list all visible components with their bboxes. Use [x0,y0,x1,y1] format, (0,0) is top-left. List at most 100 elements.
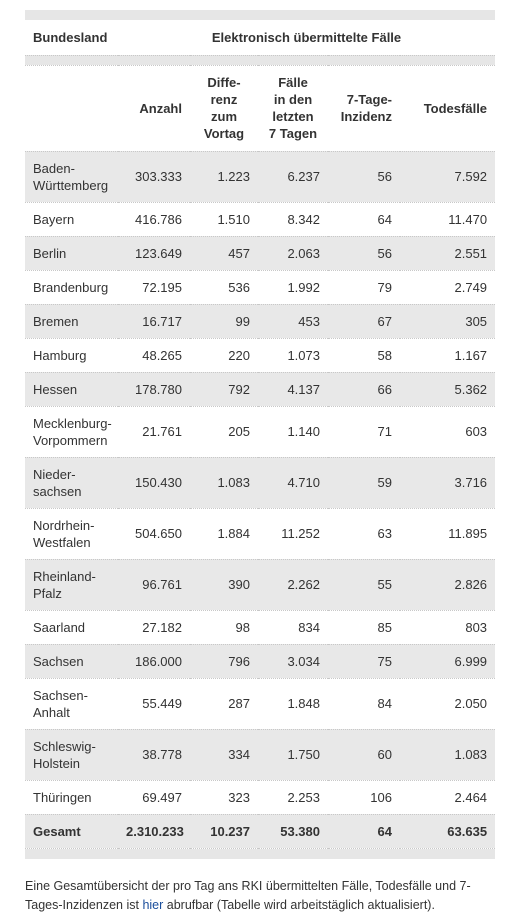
value-cell: 536 [190,270,258,305]
table-row: Gesamt 2.310.233 10.237 53.380 64 63.635 [25,814,496,849]
value-cell: 11.470 [400,202,496,237]
cell-line: Fälle [278,75,308,90]
name-cell: Hamburg [25,338,118,373]
cell-line: Nieder- [33,466,76,482]
name-cell: Thüringen [25,780,118,815]
value-cell: 63 [328,508,400,560]
value-cell: 56 [328,236,400,271]
cell-line: Westfalen [33,534,91,550]
cell-line: Bayern [33,211,75,227]
table-row: Brandenburg 72.195 536 1.992 79 2.749 [25,270,496,305]
table-row: Schleswig- Holstein 38.778 334 1.750 60 1.083 [25,729,496,781]
link[interactable]: hier [142,898,164,912]
value-cell: 2.464 [400,780,496,815]
value-cell: 55 [328,559,400,611]
value-cell: 58 [328,338,400,373]
value-cell: 323 [190,780,258,815]
cell-line: Vortag [203,126,245,141]
value-cell: 5.362 [400,372,496,407]
cell-line: Gesamt [33,823,81,839]
value-cell: 8.342 [258,202,328,237]
table-row: Thüringen 69.497 323 2.253 106 2.464 [25,780,496,815]
cell-line: Nordrhein- [33,517,95,533]
value-cell: 99 [190,304,258,339]
value-cell: 60 [328,729,400,781]
value-cell: 792 [190,372,258,407]
value-cell: 1.223 [190,151,258,203]
value-cell: 79 [328,270,400,305]
value-cell: 2.253 [258,780,328,815]
header-cell: Bundesland [25,20,118,56]
cell-line: Inzidenz [340,109,392,124]
column-header [25,65,118,152]
table-row: Sachsen 186.000 796 3.034 75 6.999 [25,644,496,679]
value-cell: 2.050 [400,678,496,730]
value-cell: 4.137 [258,372,328,407]
value-cell: 1.884 [190,508,258,560]
value-cell: 390 [190,559,258,611]
cell-line: 7 Tagen [268,126,318,141]
value-cell: 106 [328,780,400,815]
value-cell: 27.182 [118,610,190,645]
name-cell: Gesamt [25,814,118,849]
value-cell: 96.761 [118,559,190,611]
name-cell: Bremen [25,304,118,339]
table-row: Nordrhein- Westfalen 504.650 1.884 11.252 63 1… [25,508,496,560]
name-cell: Hessen [25,372,118,407]
value-cell: 186.000 [118,644,190,679]
table-row: Nieder-sachsen 150.430 1.083 4.710 59 3.716 [25,457,496,509]
cell-line: Mecklenburg- [33,415,112,431]
cell-line: Anhalt [33,704,70,720]
header-row: Anzahl Diffe-renz zum Vortag Fälle in den letz… [25,65,496,152]
header-row: Bundesland Elektronisch übermittelte Fäl… [25,20,496,56]
name-cell: Sachsen- Anhalt [25,678,118,730]
table-wrap: Bundesland Elektronisch übermittelte Fäl… [25,10,496,859]
value-cell: 6.237 [258,151,328,203]
value-cell: 98 [190,610,258,645]
name-cell: Baden- Württemberg [25,151,118,203]
value-cell: 67 [328,304,400,339]
table-row: Sachsen- Anhalt 55.449 287 1.848 84 2.050 [25,678,496,730]
name-cell: Schleswig- Holstein [25,729,118,781]
cell-line: 7-Tage- [346,92,392,107]
value-cell: 16.717 [118,304,190,339]
value-cell: 10.237 [190,814,258,849]
cell-line: zum [211,109,237,124]
value-cell: 59 [328,457,400,509]
value-cell: 150.430 [118,457,190,509]
table-row: Saarland 27.182 98 834 85 803 [25,610,496,645]
name-cell: Nieder-sachsen [25,457,118,509]
table-row: Bayern 416.786 1.510 8.342 64 11.470 [25,202,496,237]
table-row: Baden- Württemberg 303.333 1.223 6.237 56 7.59… [25,151,496,203]
value-cell: 63.635 [400,814,496,849]
value-cell: 84 [328,678,400,730]
footnote-text: abrufbar (Tabelle wird arbeitstäglich ak… [163,898,435,912]
value-cell: 71 [328,406,400,458]
name-cell: Saarland [25,610,118,645]
cell-line: renz [210,92,238,107]
value-cell: 1.992 [258,270,328,305]
value-cell: 64 [328,202,400,237]
cell-line: Sachsen- [33,687,88,703]
value-cell: 504.650 [118,508,190,560]
cell-line: Berlin [33,245,67,261]
cell-line: Hessen [33,381,78,397]
value-cell: 2.826 [400,559,496,611]
cases-table: Bundesland Elektronisch übermittelte Fäl… [25,20,496,849]
value-cell: 305 [400,304,496,339]
value-cell: 2.749 [400,270,496,305]
value-cell: 72.195 [118,270,190,305]
value-cell: 2.262 [258,559,328,611]
table-row: Hamburg 48.265 220 1.073 58 1.167 [25,338,496,373]
cell-line: Schleswig- [33,738,96,754]
value-cell: 11.252 [258,508,328,560]
name-cell: Rheinland- Pfalz [25,559,118,611]
cell-line: Brandenburg [33,279,109,295]
value-cell: 6.999 [400,644,496,679]
footnote-text: Eine Gesamtübersicht der pro Tag ans RKI… [25,879,471,912]
table-body: Baden- Württemberg 303.333 1.223 6.237 56 7.59… [25,151,496,849]
value-cell: 21.761 [118,406,190,458]
cell-line: Baden- [33,160,75,176]
column-header: Todesfälle [400,65,496,152]
cell-line: Vorpommern [33,432,108,448]
